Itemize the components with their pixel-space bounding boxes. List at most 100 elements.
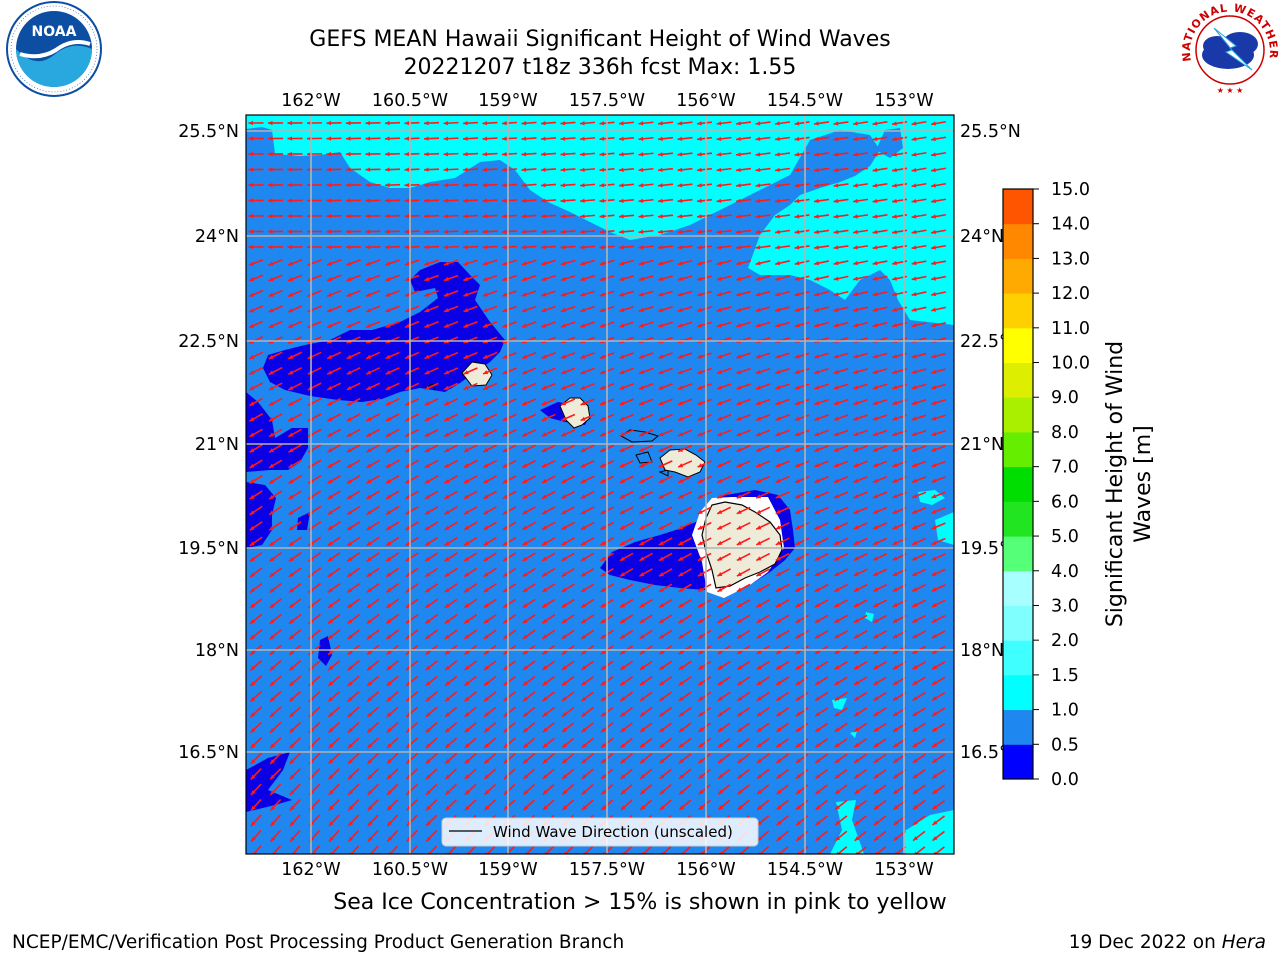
wave-direction-arrow (736, 460, 751, 468)
wave-direction-arrow (873, 614, 887, 624)
wave-direction-arrow (345, 244, 362, 250)
wave-direction-arrow (833, 183, 849, 188)
wave-direction-arrow (404, 428, 420, 438)
wave-direction-arrow (385, 505, 400, 516)
wave-direction-arrow (444, 660, 458, 671)
wave-direction-arrow (735, 229, 752, 235)
wave-direction-arrow (365, 151, 381, 157)
wave-direction-arrow (444, 722, 458, 733)
wave-direction-arrow (328, 768, 340, 780)
wave-direction-arrow (658, 444, 673, 453)
wave-direction-arrow (580, 629, 595, 640)
wave-direction-arrow (696, 136, 713, 141)
wave-direction-arrow (697, 352, 712, 359)
wave-direction-arrow (736, 614, 751, 624)
colorbar-segment (1003, 431, 1033, 468)
wave-direction-arrow (386, 783, 399, 796)
chart-title-line-1: GEFS MEAN Hawaii Significant Height of W… (309, 27, 891, 52)
wave-direction-arrow (872, 522, 888, 530)
wave-direction-arrow (521, 290, 537, 297)
wave-direction-arrow (288, 521, 302, 531)
wave-direction-arrow (444, 552, 458, 562)
wave-direction-arrow (501, 167, 518, 172)
wave-direction-arrow (288, 567, 302, 578)
wave-direction-arrow (463, 567, 478, 578)
wave-direction-arrow (482, 398, 498, 406)
wave-direction-arrow (385, 290, 400, 297)
wave-direction-arrow (541, 583, 556, 593)
wave-direction-arrow (619, 660, 634, 671)
wave-direction-arrow (365, 198, 381, 203)
wave-direction-arrow (581, 691, 594, 702)
wave-direction-arrow (736, 414, 751, 421)
wave-direction-arrow (794, 260, 810, 266)
wave-direction-arrow (677, 121, 693, 126)
wave-direction-arrow (482, 136, 498, 141)
wave-direction-arrow (775, 475, 790, 484)
wave-direction-arrow (443, 428, 459, 438)
wave-direction-arrow (833, 321, 849, 328)
wave-direction-arrow (386, 675, 399, 687)
wave-direction-arrow (678, 691, 692, 702)
wave-direction-arrow (249, 706, 263, 718)
wave-direction-arrow (521, 229, 537, 234)
wave-direction-arrow (638, 444, 654, 453)
wave-direction-arrow (677, 290, 693, 297)
wave-direction-arrow (269, 598, 282, 609)
wave-direction-arrow (250, 721, 262, 734)
wave-direction-arrow (404, 198, 420, 203)
wave-direction-arrow (327, 536, 341, 547)
wave-direction-arrow (484, 799, 496, 811)
wave-direction-arrow (248, 274, 264, 282)
low-wave-region-west-1 (246, 392, 308, 472)
wave-direction-arrow (404, 413, 420, 422)
wave-direction-arrow (638, 214, 654, 219)
wave-direction-arrow (560, 198, 576, 203)
wave-direction-arrow (716, 121, 732, 126)
wave-direction-arrow (540, 198, 557, 203)
wave-direction-arrow (268, 444, 283, 453)
wave-direction-arrow (444, 691, 458, 702)
wave-direction-arrow (249, 521, 263, 531)
wave-direction-arrow (249, 551, 263, 563)
wave-direction-arrow (755, 398, 771, 406)
wave-direction-arrow (618, 229, 635, 234)
wave-direction-arrow (482, 459, 498, 469)
wave-direction-arrow (581, 722, 594, 733)
wave-direction-arrow (697, 259, 712, 266)
wave-direction-arrow (482, 413, 498, 422)
wave-direction-arrow (834, 599, 848, 608)
wave-direction-arrow (775, 691, 790, 702)
wave-direction-arrow (736, 599, 751, 608)
wave-direction-arrow (755, 290, 771, 297)
wave-direction-arrow (541, 305, 556, 313)
wave-direction-arrow (346, 320, 361, 329)
wave-direction-arrow (541, 598, 556, 609)
wave-direction-arrow (521, 305, 537, 313)
wave-direction-arrow (814, 660, 829, 671)
wave-direction-arrow (872, 460, 888, 468)
wave-direction-arrow (385, 459, 400, 469)
wave-direction-arrow (463, 536, 478, 547)
wave-direction-arrow (347, 629, 360, 640)
wave-direction-arrow (521, 367, 537, 375)
wave-direction-arrow (483, 675, 497, 687)
wave-direction-arrow (268, 490, 283, 500)
wave-direction-arrow (775, 583, 790, 593)
wave-direction-arrow (853, 321, 868, 328)
wave-direction-arrow (463, 614, 478, 624)
nws-logo: NATIONAL WEATHER SERVICE ★ ★ ★ (0, 0, 1279, 97)
wave-direction-arrow (445, 799, 457, 811)
wave-direction-arrow (795, 660, 809, 671)
wave-direction-arrow (697, 398, 712, 406)
wave-direction-arrow (580, 259, 595, 266)
wave-direction-arrow (736, 352, 751, 359)
high-wave-region-east-5 (850, 731, 857, 738)
wave-direction-arrow (248, 167, 264, 172)
wave-direction-arrow (794, 383, 810, 390)
wave-direction-arrow (853, 445, 868, 452)
wave-direction-arrow (931, 614, 946, 624)
wave-direction-arrow (328, 752, 340, 765)
wave-direction-arrow (248, 151, 264, 157)
wave-direction-arrow (794, 229, 810, 235)
